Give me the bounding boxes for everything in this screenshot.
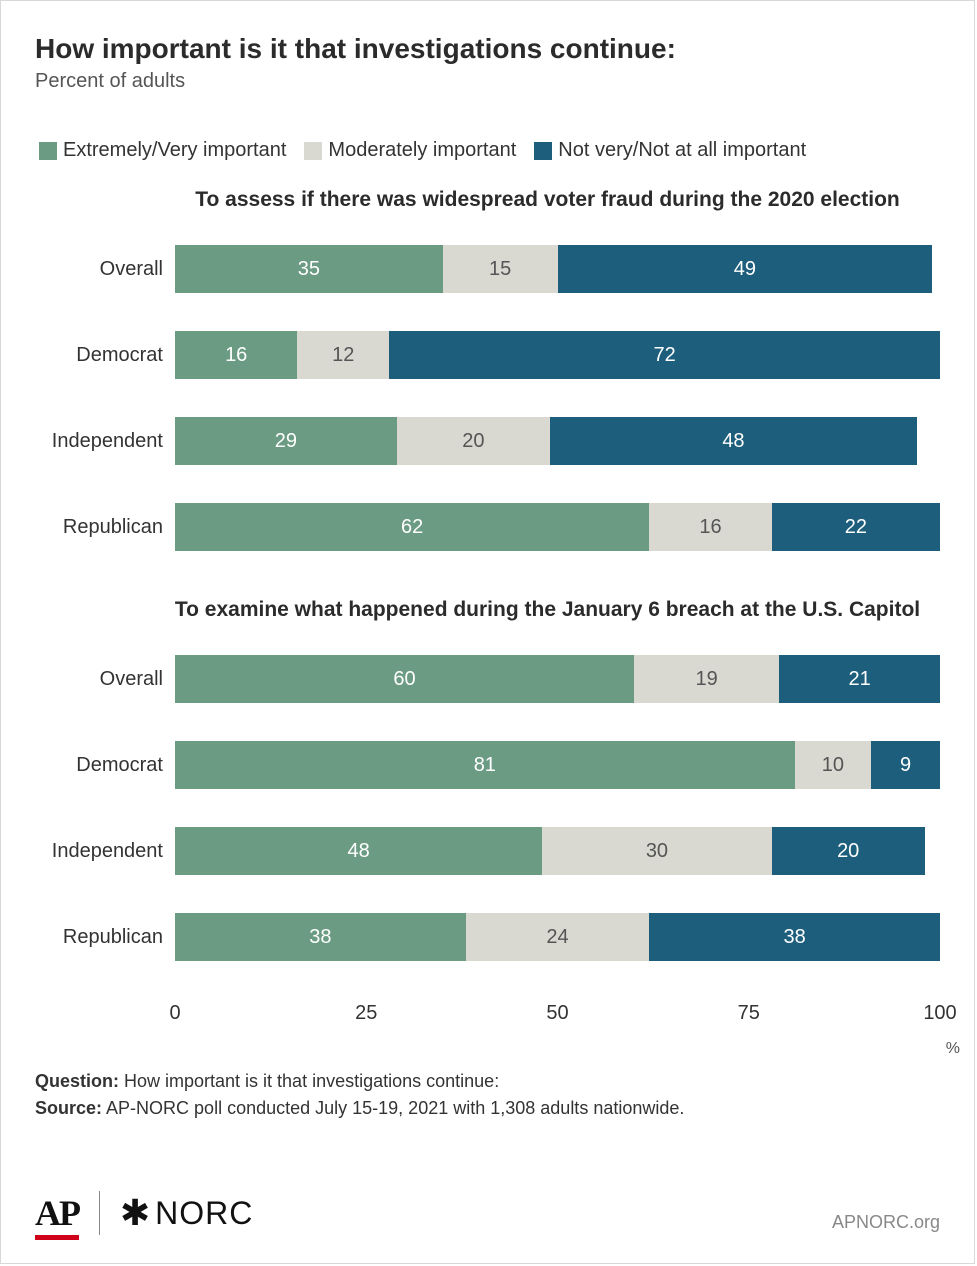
bar-segment: 38 xyxy=(175,913,466,961)
ap-logo-underline xyxy=(35,1235,79,1240)
axis-tick: 75 xyxy=(729,1002,769,1025)
bar-segment: 48 xyxy=(550,417,917,465)
axis-tick: 0 xyxy=(155,1002,195,1025)
bar-segment: 81 xyxy=(175,741,795,789)
panels-container: To assess if there was widespread voter … xyxy=(35,188,940,980)
bar-segment: 24 xyxy=(466,913,650,961)
legend-item: Extremely/Very important xyxy=(39,139,286,162)
legend: Extremely/Very important Moderately impor… xyxy=(35,139,940,162)
chart-subtitle: Percent of adults xyxy=(35,70,940,93)
bar-segment: 21 xyxy=(779,655,940,703)
ap-logo: AP xyxy=(35,1192,79,1234)
bars-column: 60192181109483020382438 xyxy=(175,636,940,980)
category-label: Independent xyxy=(35,808,175,894)
bar-segment: 29 xyxy=(175,417,397,465)
axis-tick: 25 xyxy=(346,1002,386,1025)
bars-column: 351549161272292048621622 xyxy=(175,226,940,570)
axis-tick: 50 xyxy=(538,1002,578,1025)
category-label: Democrat xyxy=(35,722,175,808)
bar-segment: 72 xyxy=(389,331,940,379)
panel-title: To assess if there was widespread voter … xyxy=(35,188,940,212)
logo-divider xyxy=(99,1191,100,1235)
y-labels: OverallDemocratIndependentRepublican xyxy=(35,226,175,570)
legend-item: Moderately important xyxy=(304,139,516,162)
source-text: AP-NORC poll conducted July 15-19, 2021 … xyxy=(102,1098,684,1118)
bar-row: 161272 xyxy=(175,312,940,398)
bar-segment: 20 xyxy=(397,417,550,465)
axis-unit: % xyxy=(946,1040,960,1058)
bar-row: 483020 xyxy=(175,808,940,894)
legend-label: Not very/Not at all important xyxy=(558,139,806,162)
category-label: Overall xyxy=(35,636,175,722)
x-axis: 0255075100 % xyxy=(175,1002,940,1052)
ap-logo-text: AP xyxy=(35,1193,79,1233)
bar-segment: 38 xyxy=(649,913,940,961)
logo-block: AP ✱NORC xyxy=(35,1191,253,1235)
axis-tick: 100 xyxy=(920,1002,960,1025)
bar-segment: 22 xyxy=(772,503,940,551)
category-label: Democrat xyxy=(35,312,175,398)
bar-segment: 9 xyxy=(871,741,940,789)
norc-star-icon: ✱ xyxy=(120,1195,151,1231)
y-labels: OverallDemocratIndependentRepublican xyxy=(35,636,175,980)
bar-row: 351549 xyxy=(175,226,940,312)
bar-segment: 12 xyxy=(297,331,389,379)
bar-segment: 35 xyxy=(175,245,443,293)
bar-segment: 19 xyxy=(634,655,779,703)
site-link: APNORC.org xyxy=(832,1212,940,1233)
legend-item: Not very/Not at all important xyxy=(534,139,806,162)
norc-logo: ✱NORC xyxy=(120,1195,253,1232)
legend-swatch xyxy=(304,142,322,160)
bar-row: 601921 xyxy=(175,636,940,722)
bar-segment: 15 xyxy=(443,245,558,293)
bar-row: 621622 xyxy=(175,484,940,570)
bar-segment: 48 xyxy=(175,827,542,875)
legend-swatch xyxy=(534,142,552,160)
bar-segment: 16 xyxy=(649,503,771,551)
bar-row: 382438 xyxy=(175,894,940,980)
bar-row: 81109 xyxy=(175,722,940,808)
chart-title: How important is it that investigations … xyxy=(35,31,940,66)
legend-label: Moderately important xyxy=(328,139,516,162)
bar-segment: 20 xyxy=(772,827,925,875)
footer-question: Question: How important is it that inves… xyxy=(35,1068,940,1122)
category-label: Overall xyxy=(35,226,175,312)
bar-segment: 60 xyxy=(175,655,634,703)
chart-area: OverallDemocratIndependentRepublican3515… xyxy=(35,226,940,570)
category-label: Republican xyxy=(35,484,175,570)
chart-frame: How important is it that investigations … xyxy=(0,0,975,1264)
bar-segment: 49 xyxy=(558,245,933,293)
question-label: Question: xyxy=(35,1071,119,1091)
panel-title: To examine what happened during the Janu… xyxy=(35,598,940,622)
bar-segment: 10 xyxy=(795,741,872,789)
bar-segment: 16 xyxy=(175,331,297,379)
bar-segment: 62 xyxy=(175,503,649,551)
question-text: How important is it that investigations … xyxy=(119,1071,499,1091)
legend-label: Extremely/Very important xyxy=(63,139,286,162)
norc-logo-text: NORC xyxy=(155,1195,253,1232)
category-label: Republican xyxy=(35,894,175,980)
legend-swatch xyxy=(39,142,57,160)
category-label: Independent xyxy=(35,398,175,484)
source-label: Source: xyxy=(35,1098,102,1118)
bar-segment: 30 xyxy=(542,827,772,875)
bar-row: 292048 xyxy=(175,398,940,484)
chart-area: OverallDemocratIndependentRepublican6019… xyxy=(35,636,940,980)
